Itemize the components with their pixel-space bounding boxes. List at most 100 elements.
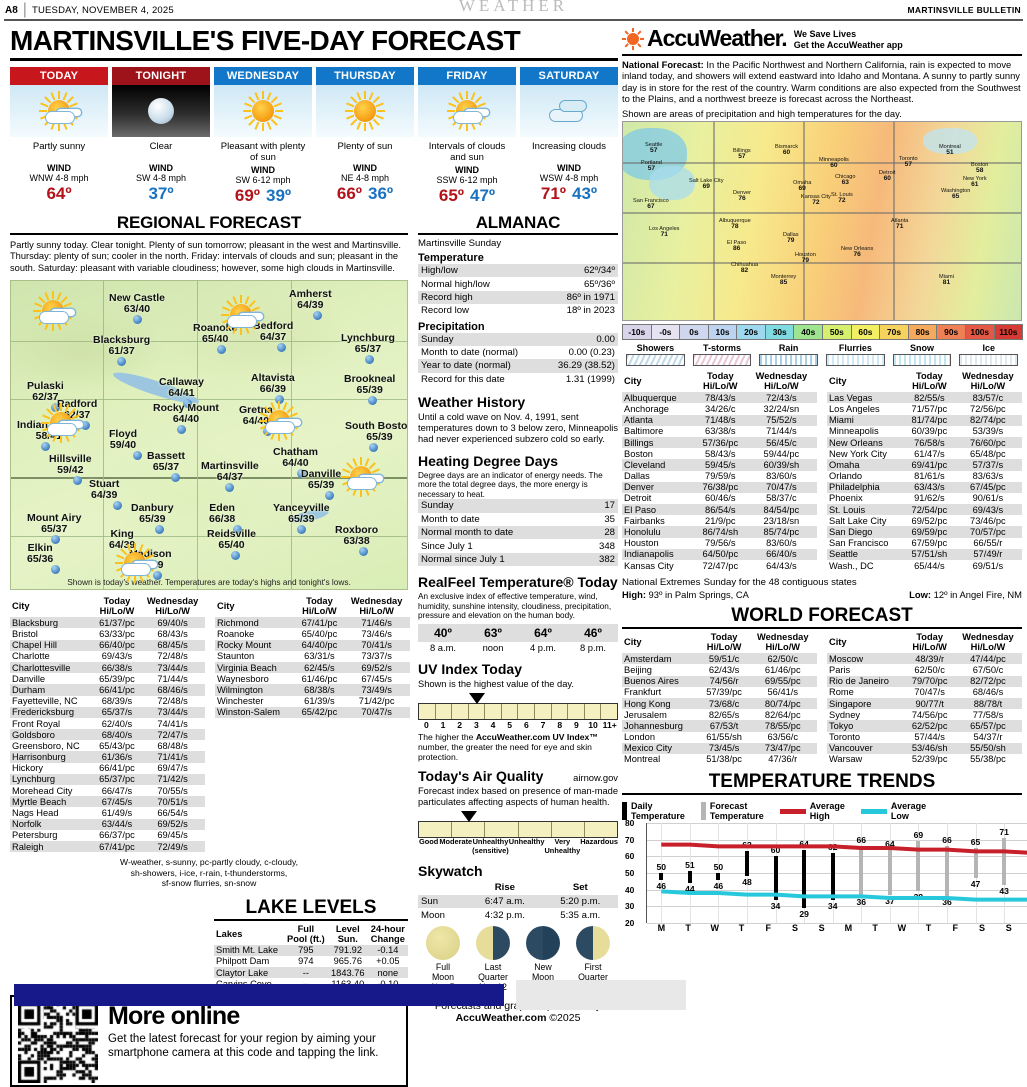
- cell-full: --: [284, 978, 328, 989]
- us-map-city: New Orleans 76: [841, 246, 874, 259]
- map-city-dot: [233, 525, 242, 535]
- regional-city-tables: City Today Hi/Lo/W Wednesday Hi/Lo/W Blacksbu…: [10, 596, 410, 853]
- cell-today: 62/52/pc: [905, 720, 954, 732]
- chart-bar-low-value: 29: [799, 909, 809, 920]
- cell-change: +0.05: [376, 956, 400, 967]
- cell-city: Albuquerque: [622, 392, 695, 404]
- chart-bar-low-value: 34: [770, 900, 781, 911]
- cell-city: Houston: [624, 538, 659, 549]
- map-city-temp: 64/40: [242, 414, 270, 427]
- cell-wed: 55/38/pc: [970, 754, 1006, 765]
- cell-today: 48/39/r: [905, 653, 954, 665]
- forecast-day-desc: Intervals of clouds and sun: [428, 141, 506, 163]
- cell-today: 67/41/pc: [93, 840, 141, 853]
- map-city-temp: 66/39: [259, 382, 287, 395]
- cell-today: 66/41/pc: [93, 684, 141, 696]
- map-city-dot: [177, 425, 186, 435]
- table-row: Claytor Lake -- 1843.76 none: [214, 967, 408, 979]
- cell-today: 61/36/s: [93, 751, 141, 763]
- moon-phase-name: Last Quarter: [478, 961, 508, 982]
- cell-lake: Carvins Cove: [214, 978, 284, 989]
- cell-city: Seattle: [827, 548, 905, 560]
- world-table-left: City Today Hi/Lo/W Wednesday Hi/Lo/W Amsterda…: [622, 632, 817, 765]
- table-row: El Paso 86/54/s 84/54/pc: [622, 504, 817, 516]
- uv-tick: [601, 704, 617, 719]
- aq-pointer-icon: [460, 811, 477, 823]
- cell-today: 61/46/pc: [301, 673, 338, 684]
- col-wed: Wednesday Hi/Lo/W: [755, 371, 808, 392]
- cell-today: 68/38/s: [295, 684, 344, 696]
- legend-item: Average Low: [860, 801, 926, 821]
- table-row: Jerusalem 82/65/s 82/64/pc: [622, 709, 817, 720]
- col-city: City: [829, 376, 847, 387]
- temp-scale-band: 10s: [707, 324, 738, 341]
- cell-today: 71/48/s: [694, 414, 746, 426]
- table-row: Chapel Hill 66/40/pc 68/45/s: [10, 639, 205, 651]
- map-city: Bedford 64/37: [253, 320, 294, 343]
- aq-tick: [585, 822, 617, 837]
- cell-today: 65/37/s: [93, 706, 141, 718]
- cell-wed: 65/48/pc: [970, 448, 1006, 459]
- chart-bar: [659, 873, 664, 880]
- table-row: Detroit 60/46/s 58/37/c: [622, 493, 817, 504]
- map-city: Reidsville 65/40: [207, 528, 257, 551]
- map-city-dot: [133, 315, 142, 325]
- us-map-city: Chihuahua 82: [731, 262, 759, 275]
- forecast-wind-label: WIND: [557, 163, 581, 173]
- table-row: London 61/55/sh 63/56/c: [622, 732, 817, 743]
- map-city-dot: [325, 491, 334, 501]
- cell-level: 965.76: [333, 956, 362, 967]
- cell-city: Frankfurt: [624, 687, 662, 698]
- national-map-note: Shown are areas of precipitation and hig…: [622, 108, 902, 120]
- forecast-day-3[interactable]: THURSDAY Plenty of sun WIND NE 4-8 mph 66º 36…: [316, 67, 414, 206]
- legend-swatch: [622, 802, 627, 821]
- world-rule: [622, 627, 1022, 630]
- cell-value: 18º in 2023: [566, 305, 615, 317]
- cell-rise: 6:47 a.m.: [467, 894, 543, 909]
- forecast-day-1[interactable]: TONIGHT Clear WIND SW 4-8 mph 37º: [112, 67, 210, 206]
- sunny-icon: [243, 91, 283, 131]
- forecast-day-desc: Pleasant with plenty of sun: [220, 141, 306, 163]
- forecast-day-4[interactable]: FRIDAY Intervals of clouds and sun WIND SSW…: [418, 67, 516, 206]
- us-map-temp: 72: [838, 197, 846, 205]
- skywatch-heading: Skywatch: [418, 863, 483, 880]
- realfeel-time: 8 a.m.: [429, 642, 457, 654]
- forecast-day-5[interactable]: SATURDAY Increasing clouds WIND WSW 4-8 mph…: [520, 67, 618, 206]
- precip-area-northeast: [923, 128, 977, 155]
- qr-code[interactable]: [18, 1003, 98, 1084]
- map-city-temp: 59/40: [109, 438, 137, 451]
- map-city: Danbury 65/39: [131, 502, 174, 525]
- col-full-pool: Full Pool (ft.): [287, 923, 325, 944]
- cell-lake: Smith Mt. Lake: [214, 944, 284, 956]
- cell-wed: 59/44/pc: [763, 448, 800, 459]
- us-map-temp: 76: [853, 251, 861, 259]
- national-weather-map[interactable]: Seattle 57 Portland 57 Billings 57 Bismarck 60 M…: [622, 121, 1022, 322]
- cell-today: 67/53/t: [699, 720, 749, 732]
- table-row: Month to date (normal) 0.00 (0.23): [418, 346, 618, 359]
- cell-label: Sunday: [418, 499, 582, 513]
- cell-wed: 66/40/s: [745, 548, 817, 560]
- cell-city: Waynesboro: [217, 673, 269, 684]
- regional-map[interactable]: Shown is today's weather. Temperatures a…: [10, 280, 408, 591]
- cell-value: 382: [581, 552, 618, 567]
- cell-city: Boston: [624, 448, 653, 459]
- cell-today: 81/61/s: [914, 471, 945, 482]
- chart-legend: Daily Temperature Forecast Temperature Avera…: [622, 798, 1022, 823]
- us-map-temp: 57: [647, 165, 656, 173]
- legend-swatch: [779, 808, 806, 814]
- table-row: Normal month to date 28: [418, 525, 618, 540]
- chart-bar-low-value: 44: [685, 884, 695, 895]
- cell-wed: 72/56/pc: [970, 403, 1006, 414]
- temp-scale-band: 30s: [764, 324, 795, 341]
- table-row: Phoenix 91/62/s 90/61/s: [827, 493, 1022, 504]
- moon-icon: [148, 98, 174, 124]
- forecast-day-0[interactable]: TODAY Partly sunny WIND WNW 4-8 mph 64º: [10, 67, 108, 206]
- us-map-temp: 78: [731, 223, 739, 231]
- us-map-city: Omaha 69: [793, 180, 812, 193]
- forecast-day-label: TODAY: [10, 67, 108, 85]
- map-city-temp: 65/39: [308, 478, 335, 491]
- cell-today: 65/43/pc: [99, 740, 135, 751]
- forecast-day-2[interactable]: WEDNESDAY Pleasant with plenty of sun WIND…: [214, 67, 312, 206]
- map-city-temp: 65/39: [139, 512, 166, 525]
- regional-title: REGIONAL FORECAST: [116, 213, 302, 232]
